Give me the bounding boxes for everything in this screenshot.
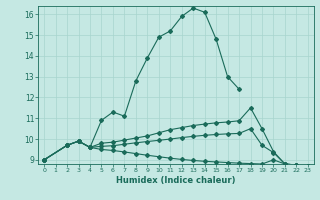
X-axis label: Humidex (Indice chaleur): Humidex (Indice chaleur) <box>116 176 236 185</box>
